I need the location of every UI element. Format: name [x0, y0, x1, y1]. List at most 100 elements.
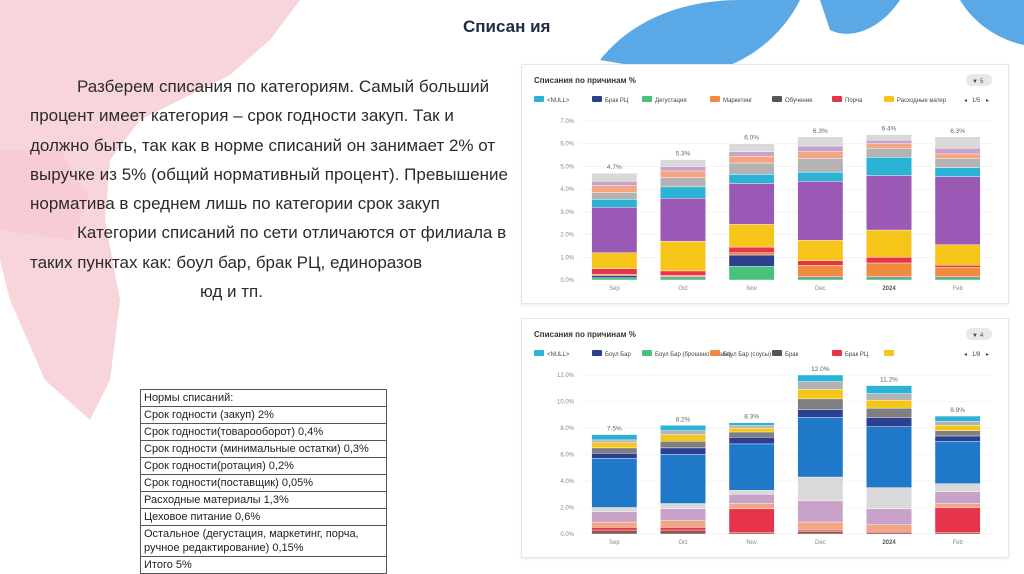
bar-segment[interactable]	[591, 527, 638, 531]
bar-segment[interactable]	[866, 407, 912, 418]
bar-segment[interactable]	[934, 491, 981, 504]
bar-segment[interactable]	[591, 439, 638, 443]
bar-segment[interactable]	[866, 393, 912, 401]
bar-segment[interactable]	[728, 437, 775, 445]
bar-segment[interactable]	[797, 180, 844, 241]
bar-segment[interactable]	[797, 151, 844, 159]
bar-segment[interactable]	[866, 157, 912, 176]
bar-segment[interactable]	[797, 500, 844, 523]
bar-segment[interactable]	[934, 425, 981, 431]
bar-segment[interactable]	[797, 145, 844, 152]
bar-segment[interactable]	[728, 427, 775, 433]
bar-segment[interactable]	[728, 156, 775, 164]
bar-segment[interactable]	[591, 529, 638, 535]
bar-segment[interactable]	[591, 268, 638, 275]
bar-segment[interactable]	[660, 508, 706, 521]
legend-next-icon[interactable]: ▸	[986, 98, 989, 104]
bar-segment[interactable]	[660, 454, 706, 504]
bar-segment[interactable]	[797, 389, 844, 400]
bar-segment[interactable]	[797, 398, 844, 410]
bar-segment[interactable]	[797, 531, 844, 535]
bar-segment[interactable]	[866, 134, 912, 141]
bar-segment[interactable]	[728, 254, 775, 267]
bar-segment[interactable]	[866, 385, 912, 394]
bar-segment[interactable]	[866, 524, 912, 532]
bar-segment[interactable]	[660, 529, 706, 535]
bar-segment[interactable]	[660, 434, 706, 442]
bar-segment[interactable]	[728, 162, 775, 175]
bar-segment[interactable]	[728, 174, 775, 184]
bar-segment[interactable]	[797, 417, 844, 478]
bar-segment[interactable]	[866, 229, 912, 258]
bar-segment[interactable]	[934, 421, 981, 426]
bar-segment[interactable]	[660, 503, 706, 510]
bar-segment[interactable]	[797, 381, 844, 390]
bar-segment[interactable]	[934, 176, 981, 245]
bar-segment[interactable]	[866, 399, 912, 409]
bar-segment[interactable]	[728, 422, 775, 426]
bar-segment[interactable]	[728, 494, 775, 504]
bar-segment[interactable]	[660, 241, 706, 272]
bar-segment[interactable]	[728, 425, 775, 429]
bar-segment[interactable]	[728, 151, 775, 157]
bar-segment[interactable]	[866, 143, 912, 149]
bar-segment[interactable]	[660, 447, 706, 455]
bar-segment[interactable]	[934, 507, 981, 533]
legend-prev-icon[interactable]: ◂	[964, 98, 967, 104]
bar-segment[interactable]	[797, 136, 844, 147]
bar-segment[interactable]	[660, 425, 706, 431]
bar-segment[interactable]	[591, 252, 638, 269]
bar-segment[interactable]	[660, 170, 706, 178]
bar-segment[interactable]	[797, 521, 844, 531]
bar-segment[interactable]	[866, 417, 912, 427]
bar-segment[interactable]	[797, 240, 844, 261]
bar-segment[interactable]	[797, 277, 844, 281]
bar-segment[interactable]	[728, 443, 775, 491]
bar-segment[interactable]	[591, 180, 638, 186]
bar-segment[interactable]	[934, 136, 981, 149]
bar-segment[interactable]	[728, 143, 775, 152]
bar-segment[interactable]	[934, 244, 981, 266]
bar-segment[interactable]	[591, 521, 638, 528]
bar-segment[interactable]	[866, 140, 912, 144]
bar-segment[interactable]	[797, 158, 844, 173]
bar-segment[interactable]	[934, 441, 981, 484]
bar-segment[interactable]	[728, 183, 775, 225]
bar-segment[interactable]	[934, 277, 981, 281]
bar-segment[interactable]	[591, 173, 638, 182]
bar-segment[interactable]	[591, 447, 638, 454]
bar-segment[interactable]	[728, 431, 775, 438]
bar-segment[interactable]	[797, 409, 844, 418]
bar-segment[interactable]	[591, 277, 638, 281]
bar-segment[interactable]	[728, 246, 775, 253]
bar-segment[interactable]	[591, 192, 638, 200]
bar-segment[interactable]	[934, 430, 981, 437]
bar-segment[interactable]	[934, 158, 981, 168]
bar-segment[interactable]	[660, 159, 706, 167]
bar-segment[interactable]	[660, 270, 706, 276]
legend-next-icon[interactable]: ▸	[986, 352, 989, 358]
bar-segment[interactable]	[797, 171, 844, 182]
bar-segment[interactable]	[866, 257, 912, 264]
bar-segment[interactable]	[934, 483, 981, 492]
bar-segment[interactable]	[591, 507, 638, 512]
bar-segment[interactable]	[660, 186, 706, 199]
bar-segment[interactable]	[660, 430, 706, 435]
bar-segment[interactable]	[660, 166, 706, 172]
bar-segment[interactable]	[797, 374, 844, 382]
bar-segment[interactable]	[934, 153, 981, 159]
bar-segment[interactable]	[934, 167, 981, 177]
bar-segment[interactable]	[660, 198, 706, 242]
bar-segment[interactable]	[866, 277, 912, 281]
bar-segment[interactable]	[934, 148, 981, 155]
bar-segment[interactable]	[591, 275, 638, 278]
bar-segment[interactable]	[660, 527, 706, 531]
bar-segment[interactable]	[866, 175, 912, 231]
bar-segment[interactable]	[866, 426, 912, 488]
legend-prev-icon[interactable]: ◂	[964, 352, 967, 358]
bar-segment[interactable]	[660, 277, 706, 281]
bar-segment[interactable]	[797, 476, 844, 502]
bar-segment[interactable]	[728, 224, 775, 248]
bar-segment[interactable]	[660, 441, 706, 449]
bar-segment[interactable]	[591, 185, 638, 193]
